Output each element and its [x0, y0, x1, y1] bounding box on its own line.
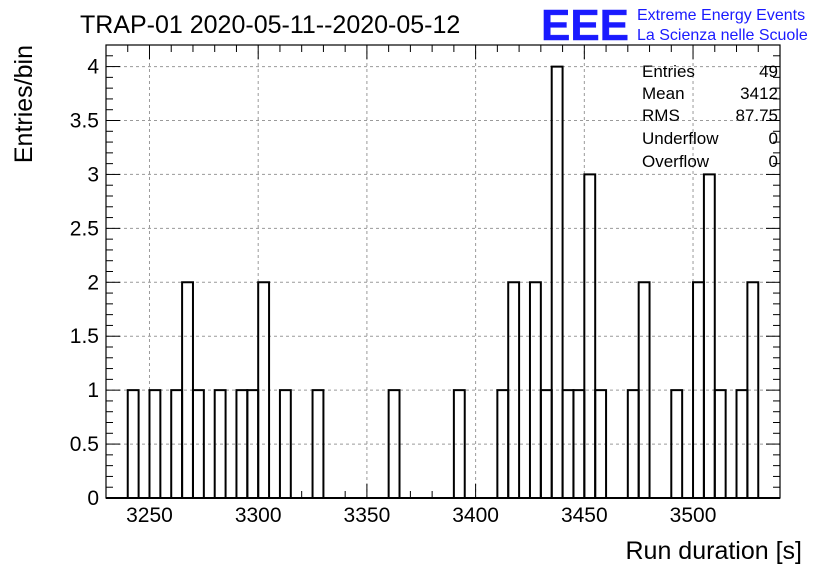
histogram-bin	[452, 389, 466, 498]
stats-box: Entries 49 Mean 3412 RMS 87.75 Underflow…	[642, 62, 778, 171]
stats-underflow-value: 0	[769, 129, 778, 148]
histogram-bin	[583, 173, 597, 498]
y-tick-label: 3	[87, 163, 99, 186]
y-tick-label: 1	[87, 379, 99, 402]
histogram-bin	[637, 281, 651, 498]
y-tick-label: 0	[87, 487, 99, 510]
histogram-bin	[148, 389, 162, 498]
histogram-bin	[278, 389, 292, 498]
x-tick-label: 3350	[344, 504, 391, 527]
x-tick-label: 3450	[561, 504, 608, 527]
y-tick-label: 0.5	[70, 433, 99, 456]
x-axis-label: Run duration [s]	[626, 537, 803, 565]
stats-entries-value: 49	[759, 62, 778, 81]
y-tick-label: 2.5	[70, 217, 99, 240]
logo-line-1: Extreme Energy Events	[637, 7, 805, 24]
y-tick-label: 4	[87, 56, 99, 79]
x-tick-label: 3300	[235, 504, 282, 527]
axes: 3250 3300 3350 3400 3450 3500 0 0.5 1 1.5 2 2.5 3 3.5…	[70, 44, 781, 527]
histogram-bin	[213, 389, 227, 498]
histogram-bin	[507, 281, 521, 498]
histogram-bin	[746, 281, 760, 498]
histogram-bin	[670, 389, 684, 498]
x-tick-label: 3250	[126, 504, 173, 527]
histogram-bin	[702, 173, 716, 498]
histogram-bin	[126, 389, 140, 498]
y-axis-label: Entries/bin	[10, 45, 38, 163]
histogram-bin	[257, 281, 271, 498]
stats-mean-label: Mean	[642, 84, 685, 103]
logo-line-2: La Scienza nelle Scuole	[637, 27, 808, 44]
y-tick-label: 1.5	[70, 325, 99, 348]
y-tick-label: 3.5	[70, 110, 99, 133]
stats-entries-label: Entries	[642, 62, 695, 81]
x-tick-label: 3500	[670, 504, 717, 527]
histogram-bin	[387, 389, 401, 498]
histogram-bin	[311, 389, 325, 498]
stats-overflow-value: 0	[769, 152, 778, 171]
histogram-bin	[191, 389, 205, 498]
stats-rms-value: 87.75	[735, 106, 778, 125]
histogram-bin	[594, 389, 608, 498]
x-tick-label: 3400	[452, 504, 499, 527]
histogram-bin	[550, 65, 564, 498]
stats-mean-value: 3412	[740, 84, 778, 103]
stats-underflow-label: Underflow	[642, 129, 719, 148]
eee-logo-mark: EEE	[541, 1, 629, 50]
plot-frame	[105, 44, 781, 499]
stats-rms-label: RMS	[642, 106, 680, 125]
grid	[106, 45, 780, 498]
eee-logo: EEE Extreme Energy Events La Scienza nel…	[541, 1, 808, 51]
histogram-bin	[713, 389, 727, 498]
y-tick-label: 2	[87, 271, 99, 294]
chart-title: TRAP-01 2020-05-11--2020-05-12	[80, 11, 460, 39]
stats-overflow-label: Overflow	[642, 152, 710, 171]
